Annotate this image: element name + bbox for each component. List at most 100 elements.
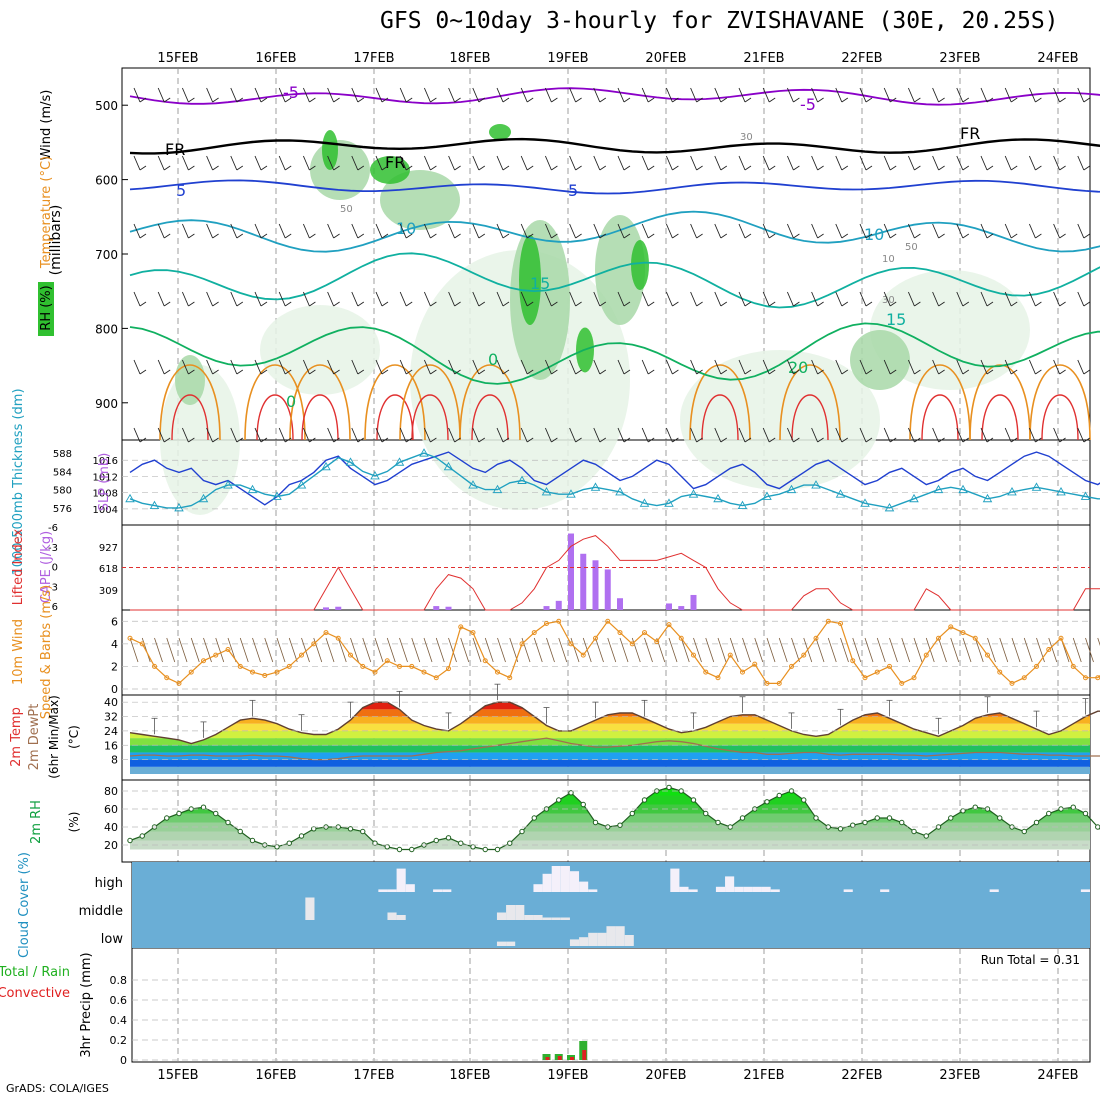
barb-flag (454, 165, 461, 171)
cloud-bar-middle (506, 905, 516, 920)
barb-flag (502, 97, 510, 103)
wind-barb (206, 359, 219, 375)
wind-barb (786, 155, 800, 171)
surface-wind-barb (166, 637, 176, 663)
barb-flag (1035, 97, 1042, 103)
surface-wind-barb (129, 637, 139, 663)
thickness-marker (174, 502, 184, 512)
wind-speed-marker (1083, 675, 1088, 681)
cloud-bar-middle (496, 912, 507, 920)
wind-barb (907, 87, 921, 103)
barb-staff (544, 427, 552, 443)
barb-staff (254, 359, 262, 375)
isotherm-20 (129, 322, 1100, 385)
barb-staff (423, 155, 431, 171)
thickness-marker (443, 461, 454, 471)
temp-contour-warm (779, 364, 841, 441)
wind-barb (811, 223, 824, 239)
barb-staff (399, 223, 407, 239)
thickness-marker (541, 486, 552, 496)
thickness-marker (933, 484, 944, 494)
thickness-tick: 588 (53, 449, 72, 460)
temp-contour-label: 15 (886, 310, 906, 329)
barb-flag (405, 165, 413, 171)
rh-tick: 80 (104, 785, 118, 798)
wind-barb (448, 223, 461, 239)
surface-wind-barb (1085, 637, 1094, 663)
barb-flag (333, 165, 340, 171)
temp-tick: 8 (111, 754, 118, 767)
barb-staff (1028, 427, 1036, 443)
cloud-bar-high (405, 884, 415, 892)
cloud-row-high: high (95, 876, 123, 891)
wind-speed-marker (323, 630, 329, 636)
barb-flag (817, 165, 824, 171)
barb-flag (1059, 369, 1066, 375)
rh-marker (519, 828, 525, 835)
rh-marker (225, 819, 231, 826)
barb-flag (914, 97, 921, 103)
cape-bar (568, 533, 574, 610)
barb-flag (1035, 233, 1042, 239)
wind-speed-marker (568, 641, 574, 647)
wind-barb (181, 291, 195, 307)
precip-tick: 0.2 (110, 1034, 128, 1047)
cloud-bar-low (496, 941, 507, 946)
barb-staff (641, 87, 649, 103)
barb-staff (641, 359, 649, 375)
barb-flag (405, 437, 413, 443)
barb-staff (665, 291, 673, 307)
wind-barb (883, 291, 897, 307)
barb-flag (599, 437, 607, 443)
precip-tick: 0.4 (110, 1014, 128, 1027)
surface-wind-barb (668, 637, 678, 663)
barb-staff (1077, 87, 1085, 103)
wind-barb (1028, 291, 1042, 307)
cape-bar (617, 598, 623, 610)
rh-band (130, 813, 1090, 823)
temp-contour-label: -5 (800, 95, 816, 114)
barb-flag (309, 369, 316, 375)
barb-staff (133, 155, 141, 171)
temp-tick: 32 (104, 711, 118, 724)
wind-barb (496, 291, 510, 307)
precip-tick: 0 (120, 1054, 127, 1067)
barb-staff (835, 155, 843, 171)
wind-barb (327, 427, 340, 443)
barb-staff (569, 155, 577, 171)
pressure-tick-label: 700 (95, 248, 118, 262)
wind-barb (907, 223, 921, 239)
cloud-bar-high (442, 889, 452, 892)
barb-staff (714, 427, 722, 443)
thickness-marker (811, 480, 821, 489)
precip-legend-total: Total / Rain (0, 965, 70, 980)
cape-bar (543, 606, 550, 610)
wind-barb (206, 291, 219, 307)
barb-flag (744, 233, 752, 239)
wind-barb (472, 155, 486, 171)
wind-barb (230, 155, 244, 171)
barb-staff (883, 155, 891, 171)
wind-barb (617, 427, 631, 443)
barb-staff (302, 87, 310, 103)
wind-barb (206, 87, 219, 103)
barb-staff (206, 291, 214, 307)
surface-wind-barb (448, 637, 457, 663)
wind-barb (327, 223, 340, 239)
barb-flag (188, 437, 195, 443)
wind-barb (641, 291, 655, 307)
wind-barb (423, 155, 437, 171)
surface-wind-barb (178, 637, 188, 663)
barb-flag (720, 369, 728, 375)
surface-wind-barb (558, 637, 568, 663)
barb-staff (230, 359, 238, 375)
surface-wind-barb (827, 637, 837, 663)
barb-staff (665, 359, 673, 375)
temp-contour-label: 5 (568, 181, 578, 200)
rh-shade (510, 220, 570, 380)
surface-wind-barb (754, 637, 764, 663)
barb-flag (309, 165, 316, 171)
wind-speed-marker (458, 624, 464, 630)
wind-barb (811, 87, 824, 103)
